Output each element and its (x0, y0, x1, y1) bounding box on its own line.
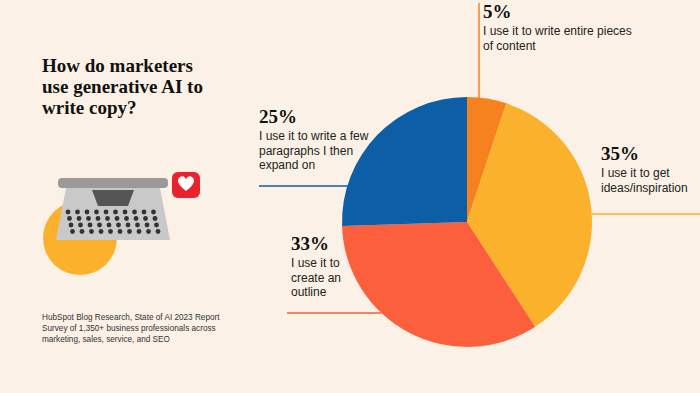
deco-key (156, 229, 161, 234)
deco-key (77, 216, 82, 221)
background (0, 0, 700, 393)
leader-line (287, 312, 381, 314)
deco-key (97, 223, 102, 228)
deco-key (123, 210, 128, 215)
deco-key (80, 229, 85, 234)
text-line: create an (291, 271, 341, 285)
deco-key (135, 223, 140, 228)
deco-key (137, 229, 142, 234)
text-line: ideas/inspiration (601, 181, 688, 195)
source-note: HubSpot Blog Research, State of AI 2023 … (42, 313, 220, 322)
illustration (43, 172, 200, 275)
category-label: I use it tocreate anoutline (291, 256, 341, 299)
source-note: marketing, sales, service, and SEO (42, 335, 170, 344)
deco-key (108, 229, 113, 234)
category-label: I use it to getideas/inspiration (601, 166, 688, 195)
deco-roller (58, 178, 168, 188)
text-line: write copy? (42, 97, 136, 118)
deco-key (145, 223, 150, 228)
slice (342, 97, 467, 226)
deco-key (105, 216, 110, 221)
deco-key (151, 210, 156, 215)
leader-line (592, 213, 700, 215)
deco-key (153, 216, 158, 221)
category-label: I use it to write a fewparagraphs I then… (259, 129, 369, 172)
deco-body (56, 188, 170, 240)
deco-badge (172, 172, 200, 198)
deco-key (127, 229, 132, 234)
deco-key (142, 210, 147, 215)
deco-key (154, 223, 159, 228)
pie (342, 97, 592, 347)
deco-key (85, 210, 90, 215)
deco-key (143, 216, 148, 221)
deco-key (116, 223, 121, 228)
deco-key (70, 229, 75, 234)
text-line: I use it to write entire pieces (483, 24, 632, 38)
data-label: 25% (259, 106, 297, 127)
chart: How do marketersuse generative AI towrit… (0, 0, 700, 393)
deco-key (118, 229, 123, 234)
labels: 5%I use it to write entire piecesof cont… (259, 1, 700, 313)
deco-key (107, 223, 112, 228)
deco-key (113, 210, 118, 215)
deco-key (126, 223, 131, 228)
text-line: expand on (259, 158, 315, 172)
text-line: paragraphs I then (259, 144, 353, 158)
deco-key (88, 223, 93, 228)
deco-key (69, 223, 74, 228)
leader-line (478, 3, 480, 99)
deco-key (89, 229, 94, 234)
deco-key (66, 210, 71, 215)
category-label: I use it to write entire piecesof conten… (483, 24, 632, 53)
title: How do marketersuse generative AI towrit… (42, 55, 203, 118)
deco-key (124, 216, 129, 221)
deco-key (104, 210, 109, 215)
text-line: I use it to (291, 256, 340, 270)
deco-key (86, 216, 91, 221)
deco-key (78, 223, 83, 228)
deco-key (99, 229, 104, 234)
text-line: How do marketers (42, 55, 193, 76)
deco-key (94, 210, 99, 215)
deco-window (92, 190, 134, 206)
data-label: 5% (483, 1, 512, 22)
deco-key (115, 216, 120, 221)
deco-key (67, 216, 72, 221)
deco-key (134, 216, 139, 221)
data-label: 33% (291, 233, 329, 254)
deco-key (75, 210, 80, 215)
deco-key (146, 229, 151, 234)
slice (342, 222, 535, 347)
deco-key (96, 216, 101, 221)
source-note: Survey of 1,350+ business professionals … (42, 324, 216, 333)
data-label: 35% (601, 143, 639, 164)
text-line: outline (291, 285, 327, 299)
deco-key (132, 210, 137, 215)
pie-marks (342, 97, 592, 347)
leader-line (259, 185, 349, 187)
text-line: I use it to write a few (259, 129, 369, 143)
text-line: of content (483, 39, 536, 53)
text-line: use generative AI to (42, 76, 203, 97)
deco-heart (178, 176, 194, 191)
text-line: I use it to get (601, 166, 670, 180)
